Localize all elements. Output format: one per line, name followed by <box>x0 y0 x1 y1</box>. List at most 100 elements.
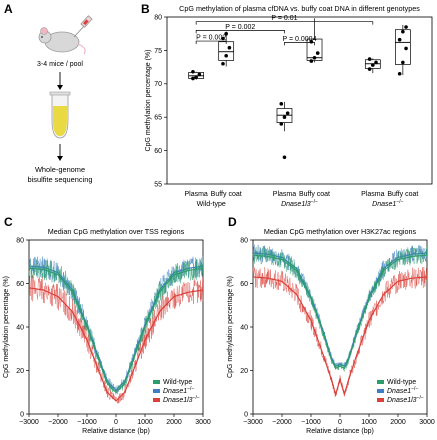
arrow-down-icon <box>57 144 63 161</box>
chart-title: CpG methylation of plasma cfDNA vs. buff… <box>179 4 420 13</box>
tube-icon <box>49 91 71 139</box>
series-trend <box>28 265 204 391</box>
data-point <box>282 115 287 119</box>
legend-swatch <box>377 389 384 393</box>
data-point <box>401 29 405 34</box>
plot-frame <box>166 16 433 185</box>
data-point <box>282 155 287 160</box>
y-tick-label: 80 <box>154 14 162 21</box>
group-label-name: Dnase1l3 <box>281 201 311 208</box>
x-tick-label: Buffy coat <box>211 191 242 198</box>
data-point <box>401 60 405 65</box>
x-tick-label: −2000 <box>48 419 68 426</box>
wgbs-label-line1: Whole-genome <box>35 165 85 174</box>
legend-swatch <box>153 389 160 393</box>
data-point <box>371 63 375 67</box>
legend-swatch <box>377 398 384 402</box>
legend-label-name: Wild-type <box>163 379 192 386</box>
series-line <box>252 246 428 373</box>
legend-swatch <box>153 380 160 384</box>
data-point <box>312 55 317 60</box>
data-point <box>221 61 225 66</box>
group-label: Wild-type <box>197 201 226 208</box>
p-value-label: P = 0.002 <box>196 35 226 42</box>
legend-label: Dnase1l3−/− <box>387 395 424 404</box>
series-line <box>252 244 428 369</box>
chart-c: Median CpG methylation over TSS regions 0… <box>3 227 211 435</box>
y-tick-label: 20 <box>16 368 24 375</box>
significance-bracket <box>195 40 227 45</box>
data-point <box>397 71 402 76</box>
x-tick-label: 0 <box>338 419 342 426</box>
panel-a-letter: A <box>4 2 13 16</box>
x-axis-label: Relative distance (bp) <box>306 428 374 435</box>
data-point <box>404 46 408 51</box>
y-tick-label: 60 <box>16 281 24 288</box>
series-line <box>252 267 428 397</box>
x-tick-label: Buffy coat <box>299 191 330 198</box>
x-tick-label: 1000 <box>137 419 153 426</box>
x-tick-label: Buffy coat <box>387 191 418 198</box>
series-trend <box>28 287 204 402</box>
x-tick-label: Plasma <box>273 191 296 198</box>
x-tick-label: −3000 <box>19 419 39 426</box>
chart-d: Median CpG methylation over H3K27ac regi… <box>227 227 435 435</box>
data-point <box>197 72 202 77</box>
y-tick-label: 0 <box>244 411 248 418</box>
y-tick-label: 0 <box>20 411 24 418</box>
y-tick-label: 70 <box>154 81 162 88</box>
data-point <box>315 51 320 55</box>
chart-title: Median CpG methylation over TSS regions <box>48 227 185 236</box>
y-tick-label: 55 <box>154 181 162 188</box>
legend-label-name: Dnase1l3 <box>387 397 417 404</box>
legend-label-sup: −/− <box>417 395 424 401</box>
data-point <box>367 67 372 71</box>
data-point <box>309 59 314 63</box>
group-label: Dnase1−/− <box>372 199 403 208</box>
significance-bracket <box>195 30 285 34</box>
series-line <box>28 257 204 395</box>
data-point <box>279 102 284 106</box>
p-value-label: P = 0.0004 <box>283 36 317 43</box>
p-value-label: P = 0.01 <box>271 15 297 22</box>
x-tick-label: −3000 <box>243 419 263 426</box>
panel-b: B CpG methylation of plasma cfDNA vs. bu… <box>141 2 433 208</box>
box-iqr <box>306 38 323 61</box>
y-axis-label: CpG methylation percentage (%) <box>3 276 10 378</box>
y-tick-label: 60 <box>240 281 248 288</box>
data-point <box>224 53 228 58</box>
y-axis-label: CpG methylation percentage (%) <box>145 50 152 152</box>
group-label: Dnase1l3−/− <box>281 199 318 208</box>
legend-swatch <box>153 398 160 402</box>
y-tick-label: 80 <box>16 237 24 244</box>
y-tick-label: 20 <box>240 368 248 375</box>
x-tick-label: 0 <box>114 419 118 426</box>
panel-c: C Median CpG methylation over TSS region… <box>3 215 211 435</box>
data-point <box>224 31 228 36</box>
data-point <box>191 69 195 74</box>
data-point <box>227 45 232 50</box>
y-tick-label: 60 <box>154 148 162 155</box>
significance-bracket <box>284 42 315 46</box>
data-point <box>194 75 198 79</box>
chart-title: Median CpG methylation over H3K27ac regi… <box>264 227 417 236</box>
x-tick-label: 3000 <box>195 419 211 426</box>
legend-label-name: Dnase1l3 <box>163 397 193 404</box>
legend-label-name: Dnase1 <box>163 388 187 395</box>
x-tick-label: 2000 <box>390 419 406 426</box>
y-tick-label: 40 <box>240 324 248 331</box>
x-tick-label: −2000 <box>272 419 292 426</box>
data-point <box>404 25 408 29</box>
box-iqr <box>395 29 411 65</box>
x-tick-label: Plasma <box>361 191 384 198</box>
legend-label-name: Dnase1 <box>387 388 411 395</box>
x-tick-label: Plasma <box>184 191 207 198</box>
x-tick-label: −1000 <box>77 419 97 426</box>
data-point <box>279 122 284 126</box>
x-tick-label: 2000 <box>166 419 182 426</box>
data-point <box>397 37 402 42</box>
x-tick-label: 3000 <box>419 419 435 426</box>
y-tick-label: 75 <box>154 48 162 55</box>
series-trend <box>252 276 428 397</box>
